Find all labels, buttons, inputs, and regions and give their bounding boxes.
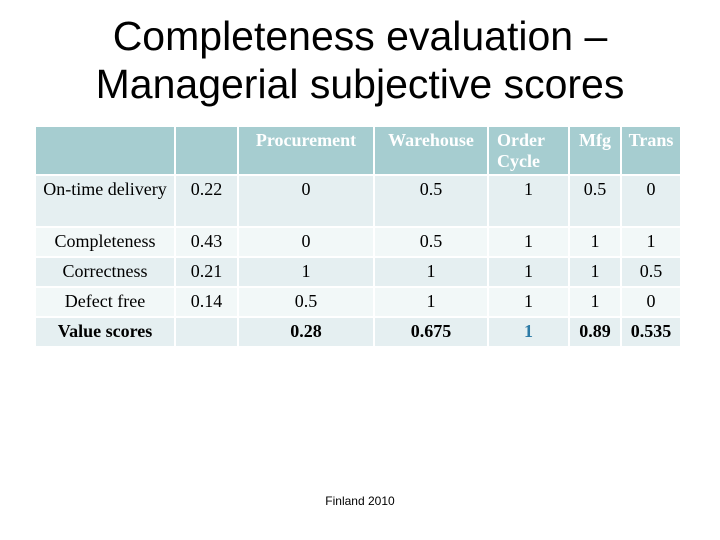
cell-trans: 0 (622, 288, 680, 316)
weight-value: 0.22 (176, 176, 237, 226)
weight-value: 0.14 (176, 288, 237, 316)
cell-order-cycle: 1 (489, 228, 568, 256)
table-row-correctness: Correctness 0.21 1 1 1 1 0.5 (36, 258, 680, 286)
cell-procurement: 0 (239, 228, 373, 256)
header-order-cycle: Order Cycle (489, 127, 568, 174)
slide-title: Completeness evaluation – Managerial sub… (0, 12, 720, 108)
cell-trans: 1 (622, 228, 680, 256)
header-empty-weight (176, 127, 237, 174)
cell-order-cycle: 1 (489, 288, 568, 316)
table-row-on-time-delivery: On-time delivery 0.22 0 0.5 1 0.5 0 (36, 176, 680, 226)
table-header-row: Procurement Warehouse Order Cycle Mfg Tr… (36, 127, 680, 174)
scores-table: Procurement Warehouse Order Cycle Mfg Tr… (34, 125, 682, 348)
cell-warehouse: 1 (375, 258, 487, 286)
row-label: Correctness (36, 258, 174, 286)
cell-procurement: 1 (239, 258, 373, 286)
weight-value: 0.43 (176, 228, 237, 256)
cell-warehouse: 0.5 (375, 176, 487, 226)
cell-trans: 0.5 (622, 258, 680, 286)
row-label: Completeness (36, 228, 174, 256)
title-line-2: Managerial subjective scores (95, 61, 625, 107)
cell-mfg: 1 (570, 258, 620, 286)
table-row-value-scores: Value scores 0.28 0.675 1 0.89 0.535 (36, 318, 680, 346)
title-line-1: Completeness evaluation – (112, 13, 608, 59)
header-warehouse: Warehouse (375, 127, 487, 174)
weight-value: 0.21 (176, 258, 237, 286)
row-label: Value scores (36, 318, 174, 346)
cell-warehouse: 1 (375, 288, 487, 316)
slide-footer: Finland 2010 (325, 494, 395, 508)
table-row-defect-free: Defect free 0.14 0.5 1 1 1 0 (36, 288, 680, 316)
table-row-completeness: Completeness 0.43 0 0.5 1 1 1 (36, 228, 680, 256)
header-procurement: Procurement (239, 127, 373, 174)
cell-mfg: 0.5 (570, 176, 620, 226)
cell-warehouse: 0.675 (375, 318, 487, 346)
cell-procurement: 0.5 (239, 288, 373, 316)
cell-mfg: 1 (570, 228, 620, 256)
cell-procurement: 0 (239, 176, 373, 226)
header-trans: Trans (622, 127, 680, 174)
cell-trans: 0 (622, 176, 680, 226)
cell-mfg: 1 (570, 288, 620, 316)
cell-warehouse: 0.5 (375, 228, 487, 256)
row-label: On-time delivery (36, 176, 174, 226)
header-mfg: Mfg (570, 127, 620, 174)
header-empty-label (36, 127, 174, 174)
weight-value (176, 318, 237, 346)
row-label: Defect free (36, 288, 174, 316)
cell-order-cycle-highlight: 1 (489, 318, 568, 346)
cell-order-cycle: 1 (489, 176, 568, 226)
cell-mfg: 0.89 (570, 318, 620, 346)
cell-order-cycle: 1 (489, 258, 568, 286)
cell-procurement: 0.28 (239, 318, 373, 346)
cell-trans: 0.535 (622, 318, 680, 346)
